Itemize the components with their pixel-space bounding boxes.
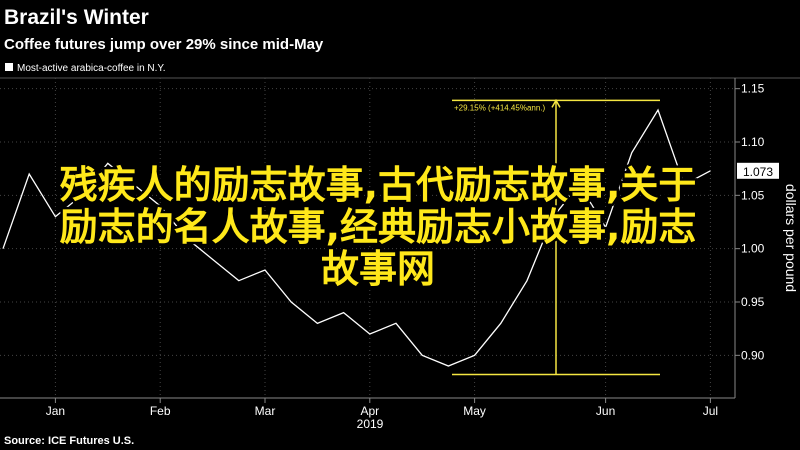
source: Source: ICE Futures U.S.	[4, 435, 134, 447]
y-tick-label: 1.00	[741, 242, 765, 256]
y-tick-label: 1.15	[741, 82, 765, 96]
x-tick-label: Feb	[150, 404, 171, 418]
overlay-text: 励志的名人故事,经典励志小故事,励志	[60, 205, 697, 249]
line-series	[2, 108, 711, 367]
y-tick-label: 0.95	[741, 295, 765, 309]
y-tick-label: 0.90	[741, 348, 765, 362]
overlay-text: 故事网	[321, 247, 435, 291]
overlay-text: 残疾人的励志故事,古代励志故事,关于	[60, 163, 697, 207]
y-tick-label: 1.05	[741, 188, 765, 202]
x-tick-label: Mar	[255, 404, 276, 418]
y-tick-label: 1.10	[741, 135, 765, 149]
y-axis-label: dollars per pound	[783, 184, 799, 292]
annotation-text: +29.15% (+414.45%ann.)	[454, 103, 546, 112]
legend-label: Most-active arabica-coffee in N.Y.	[17, 63, 166, 74]
x-tick-label: Jul	[703, 404, 718, 418]
legend-swatch	[5, 63, 13, 71]
x-axis-label: 2019	[357, 417, 384, 431]
x-tick-label: Apr	[360, 404, 379, 418]
chart-subtitle: Coffee futures jump over 29% since mid-M…	[4, 36, 324, 53]
last-value-label: 1.073	[743, 165, 773, 179]
x-tick-label: May	[463, 404, 486, 418]
chart-title: Brazil's Winter	[4, 6, 149, 29]
last-value-box	[737, 162, 779, 179]
x-tick-label: Jan	[46, 404, 65, 418]
annotation-arrow	[551, 98, 561, 108]
x-tick-label: Jun	[596, 404, 615, 418]
